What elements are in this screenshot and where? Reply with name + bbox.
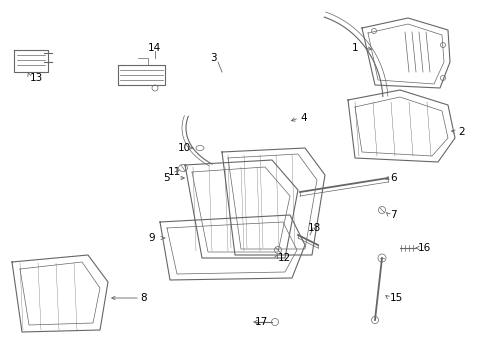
Text: 8: 8 bbox=[140, 293, 146, 303]
Text: 7: 7 bbox=[389, 210, 396, 220]
Text: 14: 14 bbox=[148, 43, 161, 53]
Text: 15: 15 bbox=[389, 293, 403, 303]
Text: 4: 4 bbox=[299, 113, 306, 123]
Text: 9: 9 bbox=[148, 233, 154, 243]
Text: 13: 13 bbox=[30, 73, 43, 83]
Text: 12: 12 bbox=[278, 253, 291, 263]
Text: 3: 3 bbox=[209, 53, 216, 63]
Text: 6: 6 bbox=[389, 173, 396, 183]
Text: 16: 16 bbox=[417, 243, 430, 253]
Text: 10: 10 bbox=[178, 143, 191, 153]
Text: 17: 17 bbox=[254, 317, 268, 327]
Text: 5: 5 bbox=[163, 173, 169, 183]
Text: 18: 18 bbox=[307, 223, 321, 233]
Text: 1: 1 bbox=[351, 43, 358, 53]
Text: 2: 2 bbox=[457, 127, 464, 137]
Text: 11: 11 bbox=[168, 167, 181, 177]
